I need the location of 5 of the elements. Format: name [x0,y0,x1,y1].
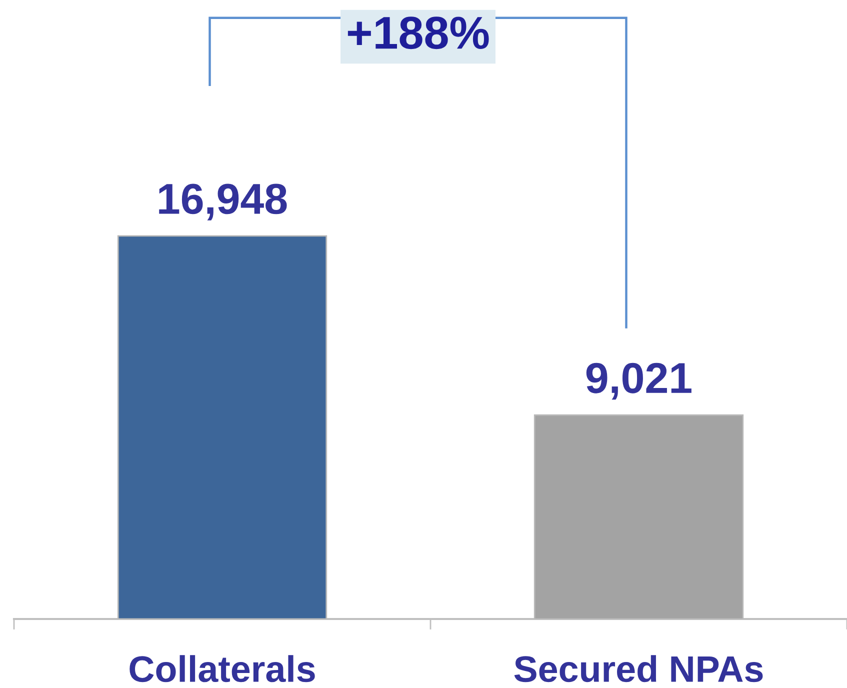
text: +188% [348,16,489,50]
data-label: 16,948 [159,184,287,220]
x-tick-label: Collaterals [130,655,315,682]
data-label: 9,021 [586,362,692,400]
x-tick-label: Secured NPAs [514,655,763,682]
